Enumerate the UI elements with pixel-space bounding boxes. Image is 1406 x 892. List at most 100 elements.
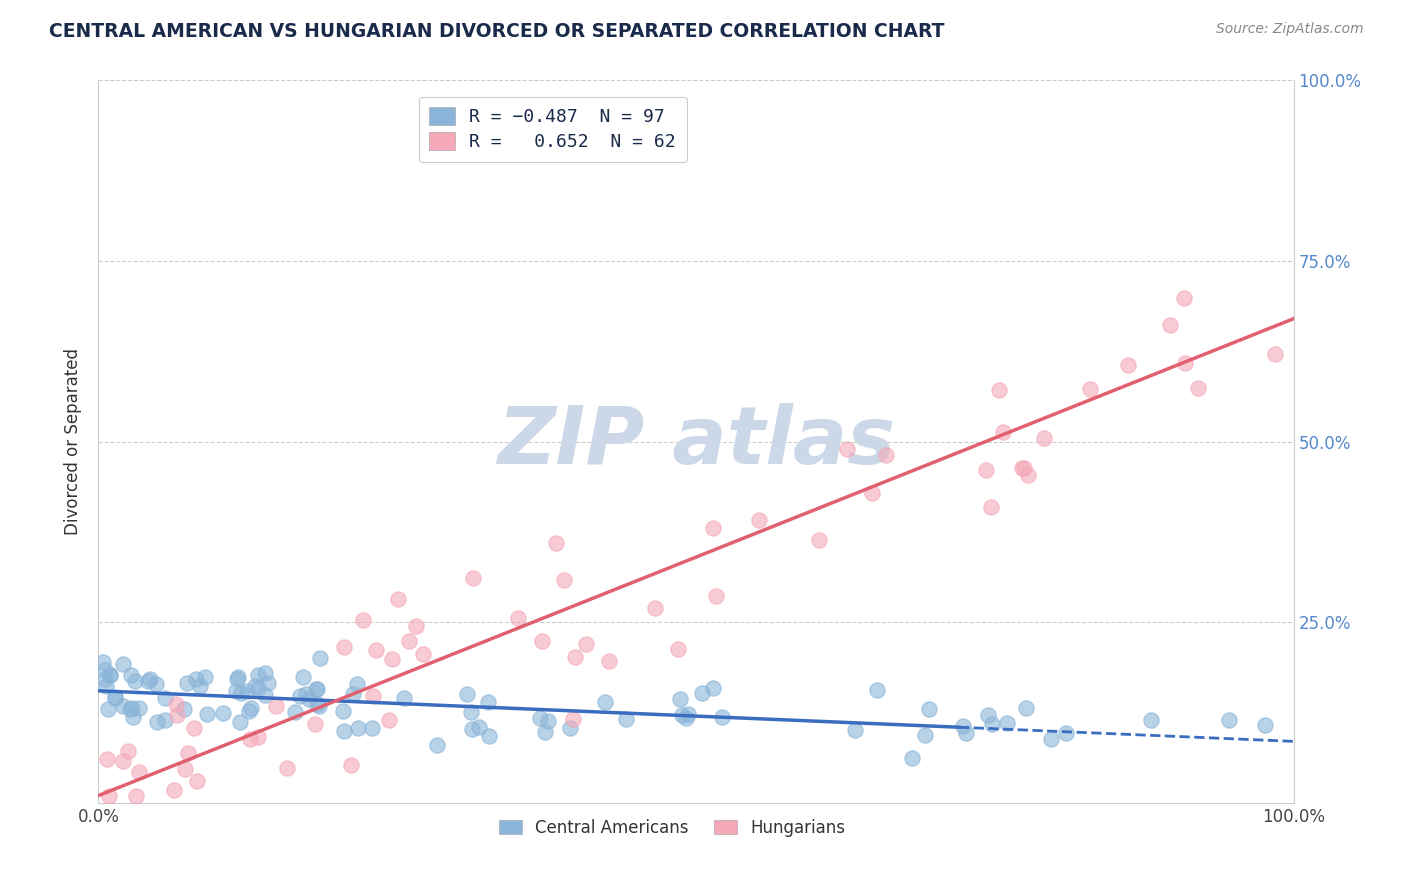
Point [1140, 713, 1163, 727]
Point [993, 425, 1015, 439]
Point [529, 711, 551, 725]
Point [398, 634, 420, 648]
Point [166, 708, 188, 723]
Point [308, 699, 330, 714]
Point [155, 713, 177, 727]
Point [1033, 432, 1056, 446]
Point [295, 687, 318, 701]
Point [669, 691, 692, 706]
Point [243, 679, 266, 693]
Point [564, 650, 586, 665]
Point [364, 643, 387, 657]
Point [562, 712, 585, 726]
Point [955, 726, 977, 740]
Point [225, 683, 247, 698]
Point [183, 721, 205, 735]
Point [952, 719, 974, 733]
Point [264, 698, 287, 713]
Point [1187, 381, 1209, 395]
Point [117, 744, 139, 758]
Point [837, 442, 859, 457]
Text: Source: ZipAtlas.com: Source: ZipAtlas.com [1216, 22, 1364, 37]
Point [184, 673, 207, 687]
Point [1017, 468, 1039, 483]
Point [980, 500, 1002, 514]
Point [332, 704, 354, 718]
Point [361, 721, 384, 735]
Point [346, 721, 368, 735]
Text: CENTRAL AMERICAN VS HUNGARIAN DIVORCED OR SEPARATED CORRELATION CHART: CENTRAL AMERICAN VS HUNGARIAN DIVORCED O… [49, 22, 945, 41]
Point [226, 670, 249, 684]
Point [226, 672, 249, 686]
Point [188, 679, 211, 693]
Point [162, 783, 184, 797]
Point [304, 717, 326, 731]
Point [104, 690, 127, 704]
Point [675, 711, 697, 725]
Point [352, 613, 374, 627]
Point [995, 716, 1018, 731]
Point [468, 720, 491, 734]
Point [111, 698, 134, 713]
Point [139, 672, 162, 686]
Point [257, 676, 280, 690]
Point [1174, 356, 1197, 370]
Point [1218, 713, 1240, 727]
Point [174, 762, 197, 776]
Point [537, 714, 560, 728]
Point [291, 670, 314, 684]
Point [865, 683, 887, 698]
Point [666, 642, 689, 657]
Point [212, 706, 235, 721]
Point [914, 728, 936, 742]
Point [702, 681, 724, 695]
Point [461, 722, 484, 736]
Point [553, 573, 575, 587]
Point [387, 591, 409, 606]
Point [558, 721, 581, 735]
Point [333, 724, 356, 739]
Point [186, 773, 208, 788]
Point [145, 677, 167, 691]
Point [860, 486, 883, 500]
Point [305, 681, 328, 696]
Point [710, 710, 733, 724]
Point [284, 706, 307, 720]
Point [247, 730, 270, 744]
Point [1254, 717, 1277, 731]
Point [247, 681, 270, 695]
Point [254, 666, 277, 681]
Point [405, 619, 427, 633]
Point [508, 611, 530, 625]
Point [595, 695, 617, 709]
Point [98, 668, 121, 682]
Point [1173, 291, 1195, 305]
Point [981, 717, 1004, 731]
Point [477, 695, 499, 709]
Point [456, 687, 478, 701]
Point [690, 686, 713, 700]
Point [918, 702, 941, 716]
Point [253, 688, 276, 702]
Point [298, 692, 321, 706]
Point [97, 702, 120, 716]
Point [614, 712, 637, 726]
Point [807, 533, 830, 547]
Point [1054, 725, 1077, 739]
Point [125, 789, 148, 803]
Legend: Central Americans, Hungarians: Central Americans, Hungarians [491, 810, 853, 845]
Point [575, 637, 598, 651]
Point [1040, 731, 1063, 746]
Point [238, 704, 260, 718]
Point [94, 673, 117, 687]
Point [361, 689, 384, 703]
Point [875, 448, 897, 462]
Point [378, 714, 401, 728]
Point [146, 714, 169, 729]
Point [305, 681, 328, 696]
Point [340, 757, 363, 772]
Point [246, 668, 269, 682]
Point [1159, 318, 1181, 332]
Point [195, 707, 218, 722]
Point [91, 655, 114, 669]
